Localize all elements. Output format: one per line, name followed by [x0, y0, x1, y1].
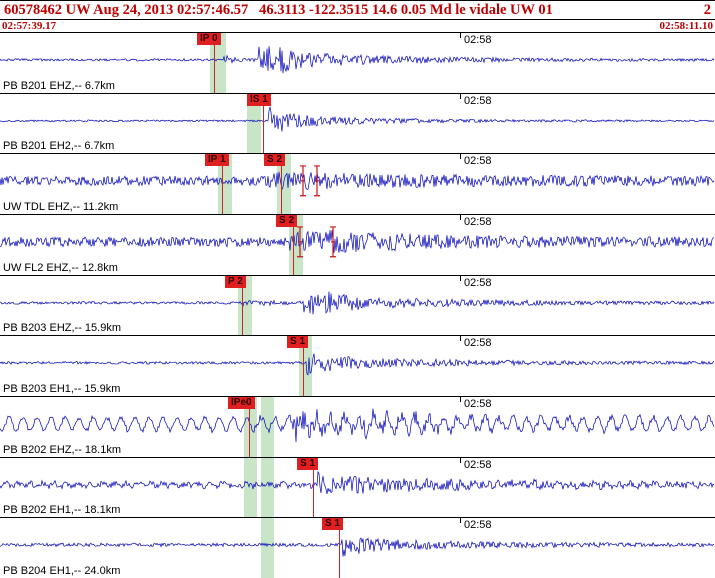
station-channel-label: PB B201 EH2,-- 6.7km	[3, 140, 115, 153]
station-channel-label: UW TDL EHZ,-- 11.2km	[3, 201, 119, 214]
event-summary: 60578462 UW Aug 24, 2013 02:57:46.57 46.…	[4, 1, 553, 18]
seismogram-waveform[interactable]	[0, 518, 715, 578]
phase-pick-line[interactable]	[313, 457, 314, 518]
predicted-arrival-marker	[330, 226, 336, 258]
minute-label: 02:58	[464, 519, 492, 532]
seismogram-waveform[interactable]	[0, 33, 715, 93]
seismogram-waveform[interactable]	[0, 215, 715, 275]
minute-label: 02:58	[464, 94, 492, 107]
waveform-polyline	[0, 106, 715, 132]
minute-label: 02:58	[464, 34, 492, 46]
minute-label: 02:58	[464, 337, 492, 350]
phase-pick-flag[interactable]: IS 1	[247, 93, 271, 106]
minute-label: 02:58	[464, 458, 492, 471]
waveform-polyline	[0, 46, 715, 74]
minute-tick	[460, 518, 461, 524]
trace-row[interactable]: IP 1 S 2 02:58 UW TDL EHZ,-- 11.2km	[0, 154, 715, 216]
seismogram-waveform[interactable]	[0, 276, 715, 336]
phase-pick-flag[interactable]: S 2	[264, 154, 286, 167]
station-channel-label: PB B202 EHZ,-- 18.1km	[3, 443, 121, 456]
predicted-arrival-marker	[297, 226, 303, 258]
window-end-time: 02:58:11.10	[659, 20, 713, 32]
station-channel-label: PB B202 EH1,-- 18.1km	[3, 504, 121, 517]
phase-pick-line[interactable]	[293, 215, 294, 275]
minute-tick	[460, 93, 461, 99]
phase-pick-line[interactable]	[222, 154, 223, 215]
minute-tick	[460, 336, 461, 342]
trace-row[interactable]: IP 0 02:58 PB B201 EHZ,-- 6.7km	[0, 33, 715, 94]
phase-pick-line[interactable]	[263, 93, 264, 154]
waveform-polyline	[0, 172, 715, 192]
phase-pick-flag[interactable]: IP 0	[197, 33, 221, 45]
phase-pick-flag[interactable]: S 1	[297, 457, 319, 470]
window-start-time: 02:57:39.17	[2, 20, 57, 32]
phase-pick-flag[interactable]: S 1	[287, 336, 309, 349]
waveform-polyline	[0, 353, 715, 376]
minute-tick	[460, 154, 461, 160]
trace-row[interactable]: IS 1 02:58 PB B201 EH2,-- 6.7km	[0, 93, 715, 155]
minute-tick	[460, 397, 461, 403]
seismogram-waveform[interactable]	[0, 336, 715, 396]
trace-row[interactable]: S 1 02:58 PB B203 EH1,-- 15.9km	[0, 336, 715, 398]
station-channel-label: UW FL2 EHZ,-- 12.8km	[3, 261, 118, 274]
time-range-bar: 02:57:39.17 02:58:11.10	[0, 20, 715, 33]
minute-label: 02:58	[464, 276, 492, 289]
station-channel-label: PB B203 EH1,-- 15.9km	[3, 383, 121, 396]
minute-tick	[460, 275, 461, 281]
phase-pick-flag[interactable]: S 2	[276, 215, 298, 228]
phase-pick-flag[interactable]: S 1	[322, 518, 344, 531]
station-channel-label: PB B204 EH1,-- 24.0km	[3, 565, 121, 578]
predicted-arrival-marker	[314, 165, 320, 197]
waveform-polyline	[0, 470, 715, 494]
predicted-arrival-marker	[300, 165, 306, 197]
minute-tick	[460, 33, 461, 38]
phase-pick-flag[interactable]: P 2	[225, 275, 246, 288]
seismogram-waveform[interactable]	[0, 458, 715, 518]
phase-pick-line[interactable]	[339, 518, 340, 578]
waveform-polyline	[0, 537, 715, 558]
seismogram-waveform[interactable]	[0, 397, 715, 457]
minute-label: 02:58	[464, 155, 492, 168]
trace-row[interactable]: S 1 02:58 PB B202 EH1,-- 18.1km	[0, 457, 715, 519]
waveform-polyline	[0, 408, 715, 443]
phase-pick-line[interactable]	[249, 397, 250, 457]
phase-pick-flag[interactable]: IP 1	[205, 154, 229, 167]
trace-row[interactable]: S 1 02:58 PB B204 EH1,-- 24.0km	[0, 518, 715, 578]
seismogram-waveform[interactable]	[0, 154, 715, 214]
trace-row[interactable]: IPe0 02:58 PB B202 EHZ,-- 18.1km	[0, 397, 715, 458]
minute-label: 02:58	[464, 216, 492, 229]
phase-pick-line[interactable]	[281, 154, 282, 215]
station-channel-label: PB B201 EHZ,-- 6.7km	[3, 79, 115, 92]
phase-pick-line[interactable]	[303, 336, 304, 397]
page-indicator: 2	[703, 1, 711, 18]
phase-pick-flag[interactable]: IPe0	[228, 397, 255, 410]
phase-pick-line[interactable]	[214, 33, 215, 93]
trace-rows: IP 0 02:58 PB B201 EHZ,-- 6.7km IS 1 02:58 PB…	[0, 33, 715, 578]
trace-row[interactable]: S 2 02:58 UW FL2 EHZ,-- 12.8km	[0, 215, 715, 276]
event-header: 60578462 UW Aug 24, 2013 02:57:46.57 46.…	[0, 1, 715, 20]
trace-row[interactable]: P 2 02:58 PB B203 EHZ,-- 15.9km	[0, 275, 715, 337]
minute-label: 02:58	[464, 398, 492, 411]
seismogram-waveform[interactable]	[0, 94, 715, 154]
minute-tick	[460, 457, 461, 463]
station-channel-label: PB B203 EHZ,-- 15.9km	[3, 322, 121, 335]
minute-tick	[460, 215, 461, 221]
waveform-polyline	[0, 230, 715, 253]
phase-pick-line[interactable]	[242, 275, 243, 336]
waveform-polyline	[0, 291, 715, 315]
